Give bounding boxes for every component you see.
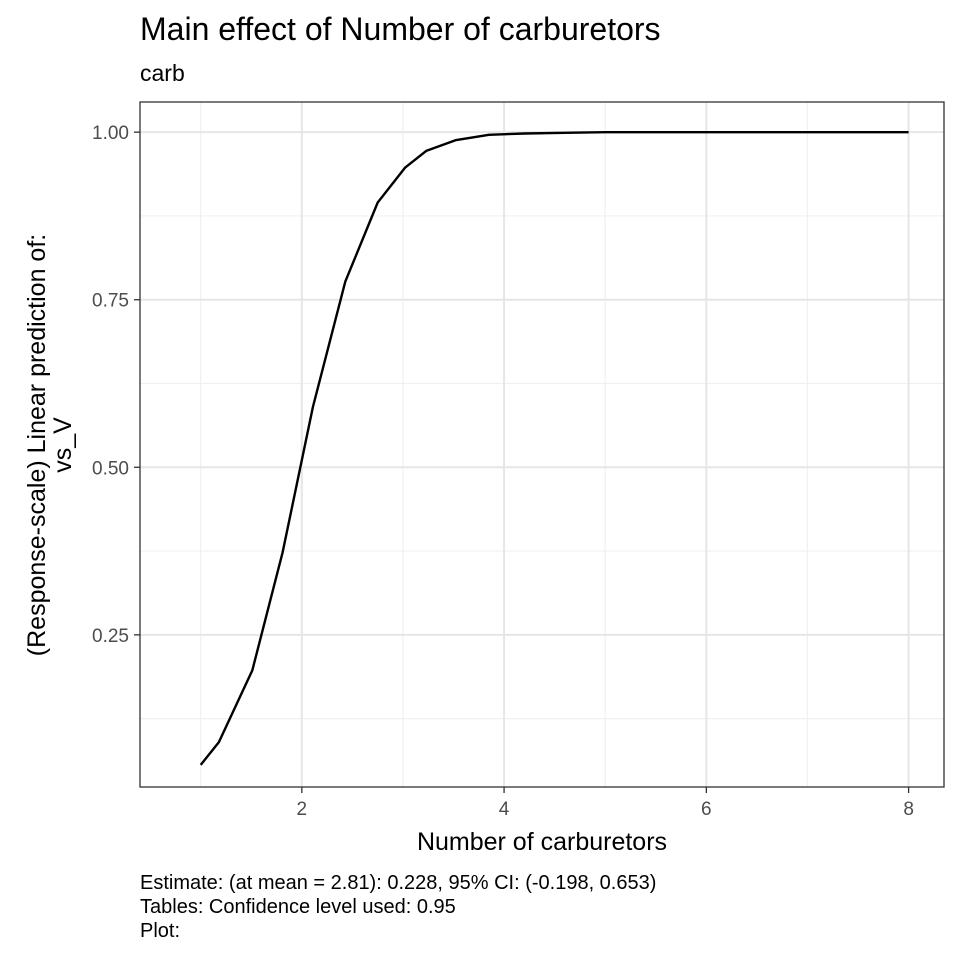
- y-tick-label: 0.25: [92, 626, 129, 647]
- x-tick-label: 4: [499, 799, 510, 820]
- caption-estimate: Estimate: (at mean = 2.81): 0.228, 95% C…: [140, 872, 657, 894]
- chart-subtitle: carb: [140, 60, 185, 86]
- x-tick-label: 8: [903, 799, 914, 820]
- series-layer: [199, 131, 909, 766]
- y-axis-title: (Response-scale) Linear prediction of: v…: [23, 234, 77, 656]
- caption-tables: Tables: Confidence level used: 0.95: [140, 896, 456, 918]
- y-tick-label: 0.75: [92, 291, 129, 312]
- x-axis-title: Number of carburetors: [417, 828, 667, 856]
- y-axis-title-line-2: vs_V: [49, 417, 77, 473]
- major-gridlines: [140, 102, 944, 787]
- y-axis: 0.25 0.50 0.75 1.00: [92, 123, 140, 647]
- x-tick-label: 6: [701, 799, 712, 820]
- x-axis: 2 4 6 8: [297, 787, 914, 820]
- chart-title: Main effect of Number of carburetors: [140, 11, 661, 47]
- y-tick-label: 0.50: [92, 458, 129, 479]
- panel-border: [139, 101, 945, 788]
- minor-gridlines: [140, 102, 944, 787]
- caption-plot: Plot:: [140, 920, 181, 942]
- y-axis-title-line-1: (Response-scale) Linear prediction of:: [23, 234, 51, 656]
- series-line: [199, 131, 909, 766]
- x-tick-label: 2: [297, 799, 308, 820]
- y-tick-label: 1.00: [92, 123, 129, 144]
